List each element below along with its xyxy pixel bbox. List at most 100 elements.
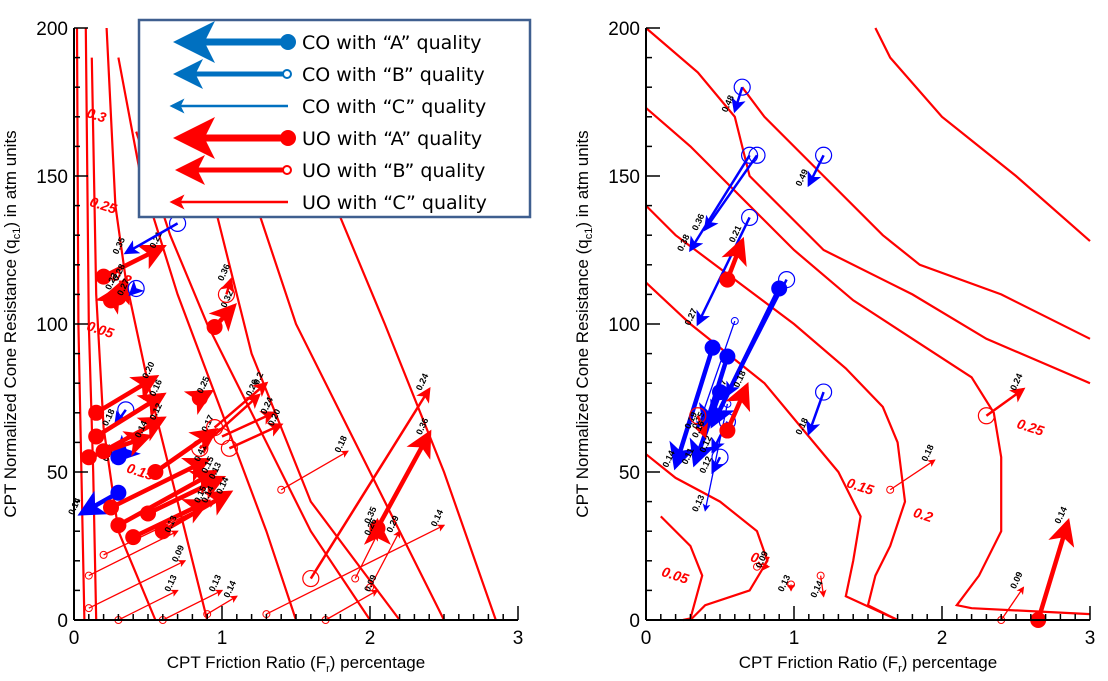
legend-entry-uo-c: UO with “C” quality	[169, 192, 487, 214]
start-marker-filled	[704, 339, 721, 356]
x-tick-label: 2	[365, 628, 376, 649]
vector-arrow	[375, 429, 432, 530]
start-marker-open	[191, 439, 209, 457]
vector-arrow	[726, 279, 788, 398]
start-marker-open	[217, 285, 236, 303]
vector-arrow	[693, 415, 709, 439]
legend-marker-open	[282, 165, 292, 175]
contour-label: 0.05	[660, 563, 691, 587]
start-marker-open	[302, 569, 320, 588]
vector-arrow	[309, 386, 431, 580]
contour-line	[645, 107, 1091, 616]
y-tick-label: 50	[47, 463, 68, 484]
start-marker-open	[777, 271, 796, 289]
start-marker-filled	[369, 520, 386, 537]
vector-value-label: 0.48	[720, 94, 736, 114]
contour-line	[90, 57, 157, 621]
x-tick-label: 3	[1085, 628, 1096, 649]
start-marker-filled	[125, 529, 142, 546]
start-marker-open	[220, 439, 238, 457]
vector-uo-b: 0.2	[206, 370, 269, 437]
y-tick-label: 0	[57, 611, 68, 632]
vector-arrow	[354, 532, 378, 579]
legend-entry-uo-a: UO with “A” quality	[173, 117, 482, 159]
start-marker-filled	[206, 318, 223, 335]
start-marker-open	[711, 448, 729, 466]
start-marker-small	[886, 485, 895, 494]
y-tick-label: 100	[608, 315, 640, 336]
vector-arrow	[88, 431, 153, 460]
axes: 0 1 2 3 0 50 100 150 200	[608, 19, 1095, 649]
contour-line	[645, 204, 907, 621]
legend-label: UO with “C” quality	[302, 192, 487, 214]
vector-value-label: 0.13	[162, 573, 178, 593]
vector-arrow	[702, 403, 729, 512]
vector-arrow	[725, 382, 751, 432]
y-tick-label: 200	[608, 19, 640, 40]
vector-value-label: 0.13	[207, 573, 223, 593]
y-tick-label: 0	[629, 611, 640, 632]
start-marker-open	[740, 146, 759, 164]
vector-arrow	[206, 595, 238, 615]
contour-line	[117, 57, 298, 621]
start-marker-filled	[88, 428, 105, 445]
contour-line	[741, 86, 1091, 340]
vector-value-label: 0.12	[697, 455, 713, 475]
legend-marker-filled	[280, 34, 296, 50]
y-tick-label: 100	[36, 315, 68, 336]
contour-label: 0.3	[85, 104, 109, 125]
contour-label: 0.25	[1015, 415, 1046, 439]
vector-uo-c: 0.14	[808, 571, 827, 599]
vector-co-b: 0.18	[794, 383, 833, 436]
vector-value-label: 0.09	[170, 544, 186, 564]
vector-arrow	[369, 530, 401, 588]
vector-arrow	[266, 524, 446, 615]
start-marker-open	[977, 407, 996, 425]
legend-label: CO with “C” quality	[302, 96, 486, 118]
start-marker-small	[351, 574, 360, 583]
legend-entry-uo-b: UO with “B” quality	[175, 155, 485, 185]
start-marker-open	[814, 383, 833, 401]
start-marker-small	[816, 571, 825, 580]
x-axis-title: CPT Friction Ratio (Fr) percentage	[167, 653, 425, 675]
vector-value-label: 0.14	[222, 579, 238, 599]
vector-arrow	[325, 589, 379, 621]
start-marker-small	[84, 604, 93, 613]
start-marker-filled	[712, 384, 728, 401]
start-marker-small	[730, 317, 739, 326]
vector-arrow	[221, 411, 277, 438]
vector-arrow	[123, 222, 179, 255]
start-marker-small	[99, 550, 108, 559]
x-tick-label: 1	[789, 628, 800, 649]
vector-uo-a: 0.16	[88, 378, 167, 445]
legend-label: CO with “B” quality	[302, 64, 485, 86]
vector-arrow	[198, 393, 261, 450]
vector-arrow	[1036, 518, 1075, 621]
vector-uo-a: 0.18	[719, 369, 751, 439]
start-marker-filled	[103, 499, 119, 516]
vector-uo-a: 0.32	[206, 289, 237, 335]
start-marker-open	[689, 407, 707, 425]
contour-line	[645, 453, 769, 621]
vector-arrows: 0.480.490.380.360.270.210.20.170.140.150…	[660, 78, 1075, 628]
start-marker-filled	[88, 404, 105, 421]
start-marker-open	[733, 78, 751, 96]
x-tick-label: 3	[513, 628, 524, 649]
vector-arrow	[1000, 586, 1025, 621]
vector-uo-a: 0.20	[88, 360, 160, 421]
legend-entry-co-c: CO with “C” quality	[169, 96, 486, 118]
vector-arrow	[689, 154, 751, 253]
vector-uo-a: 0.14	[1030, 505, 1075, 628]
vector-value-label: 0.14	[660, 449, 676, 469]
legend-marker-filled	[280, 130, 296, 146]
start-marker-open	[127, 279, 145, 298]
vector-value-label: 0.09	[1008, 570, 1024, 590]
vector-co-b: 0.17	[712, 271, 796, 398]
y-axis-title: CPT Normalized Cone Resistance (qc1) in …	[1, 130, 23, 517]
x-tick-label: 0	[69, 628, 80, 649]
vector-arrow	[889, 459, 936, 491]
vector-uo-c: 0.13	[84, 514, 179, 580]
vector-arrow	[807, 154, 825, 188]
start-marker-small	[753, 562, 761, 571]
vector-co-b: 0.49	[794, 146, 833, 188]
